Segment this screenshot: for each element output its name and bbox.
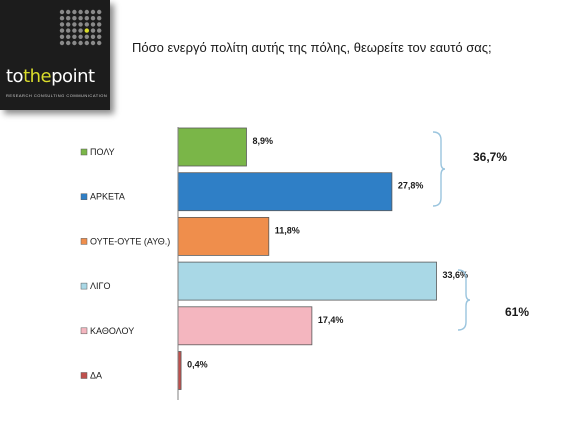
logo-dot [84,28,90,33]
logo-dot [59,28,65,33]
logo-word-point: point [51,66,95,87]
logo-dot [90,28,96,33]
data-label: 11,8% [275,225,300,235]
logo-dot [84,9,90,15]
data-label: 33,6% [443,270,469,280]
logo-dot [59,16,65,21]
bar [177,261,437,301]
group-total-label: 36,7% [473,150,507,164]
logo-dot [66,34,71,39]
logo-dot [97,22,102,27]
legend-swatch [80,372,88,379]
category-label: ΔΑ [90,371,102,381]
logo-dot [84,34,90,39]
logo-dot [90,16,96,21]
logo-dot [59,40,65,46]
legend-swatch [80,327,88,335]
group-bracket [457,269,471,331]
bar [177,127,247,167]
logo-dot [66,22,71,27]
logo-dot [90,34,96,39]
logo-dot [97,16,102,21]
logo-dot [78,22,83,27]
logo-dot [59,34,65,39]
logo-dot [90,40,96,46]
logo-dot [72,34,77,39]
logo-wordmark: tothepoint [6,66,95,87]
logo-dot [59,9,65,15]
logo-dot [78,28,83,33]
logo-dot [90,9,96,15]
legend-swatch [80,148,88,156]
logo-dot [97,9,102,15]
logo-dot [84,40,90,46]
logo-dot [84,16,90,21]
logo-dot [97,28,102,33]
category-label: ΛΙΓΟ [90,281,110,291]
logo-dot [78,9,83,15]
logo-dot [78,40,83,46]
group-total-label: 61% [505,305,529,319]
logo-dot [72,40,77,46]
data-label: 0,4% [187,360,208,370]
logo-dot [66,9,71,15]
category-label: ΟΥΤΕ-ΟΥΤΕ (ΑΥΘ.) [90,236,170,246]
data-label: 8,9% [252,136,273,146]
logo-dot [84,22,90,27]
logo-word-the: the [23,66,52,87]
logo-tagline: RESEARCH CONSULTING COMMUNICATION [6,93,108,98]
legend-swatch [80,238,88,245]
logo-dot [72,22,77,27]
logo-dot [78,16,83,21]
category-label: ΚΑΘΟΛΟΥ [90,326,134,336]
data-label: 27,8% [398,181,424,191]
group-bracket [432,131,446,207]
bar [177,306,313,346]
logo-dot [59,22,65,27]
logo-dot [72,28,77,33]
category-label: ΑΡΚΕΤΑ [90,192,125,202]
logo-dot [97,34,102,39]
data-label: 17,4% [318,315,344,325]
dot-grid-icon [59,9,102,46]
logo-dot [90,22,96,27]
company-logo: tothepoint RESEARCH CONSULTING COMMUNICA… [0,0,110,110]
logo-dot [97,40,102,46]
logo-dot [66,28,71,33]
category-label: ΠΟΛΥ [90,147,115,157]
logo-word-to: to [6,66,24,87]
logo-dot [78,34,83,39]
legend-swatch [80,282,88,290]
logo-dot [66,16,71,21]
legend-swatch [80,193,88,200]
logo-dot [66,40,71,46]
bar [177,172,393,212]
logo-dot [72,9,77,15]
logo-dot [72,16,77,21]
bar [177,216,270,256]
chart-title: Πόσο ενεργό πολίτη αυτής της πόλης, θεωρ… [132,40,492,55]
